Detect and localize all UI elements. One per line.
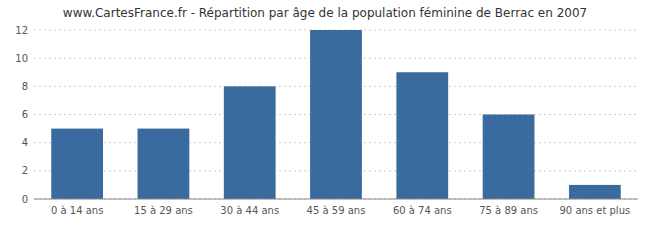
- y-tick-label: 10: [15, 53, 28, 64]
- x-tick-label: 90 ans et plus: [560, 205, 631, 216]
- chart-container: www.CartesFrance.fr - Répartition par âg…: [0, 0, 650, 229]
- x-tick-label: 75 à 89 ans: [479, 205, 538, 216]
- y-tick-label: 0: [22, 194, 28, 205]
- bar: [51, 129, 103, 199]
- x-tick-label: 30 à 44 ans: [220, 205, 279, 216]
- x-tick-label: 60 à 74 ans: [393, 205, 452, 216]
- bar: [310, 30, 362, 199]
- y-tick-label: 4: [22, 137, 28, 148]
- y-tick-label: 2: [22, 165, 28, 176]
- grid: [34, 30, 638, 199]
- bar: [224, 86, 276, 199]
- bar: [138, 129, 190, 199]
- y-tick-label: 6: [22, 109, 28, 120]
- y-tick-label: 12: [15, 25, 28, 36]
- bar: [483, 115, 535, 200]
- x-axis-line: [34, 199, 638, 200]
- x-tick-label: 15 à 29 ans: [134, 205, 193, 216]
- grid-line: [34, 199, 638, 200]
- bars: [51, 30, 620, 199]
- bar: [569, 185, 621, 199]
- y-tick-label: 8: [22, 81, 28, 92]
- bar: [396, 72, 448, 199]
- title: www.CartesFrance.fr - Répartition par âg…: [63, 6, 587, 20]
- x-tick-label: 45 à 59 ans: [307, 205, 366, 216]
- chart: www.CartesFrance.fr - Répartition par âg…: [0, 0, 650, 229]
- x-tick-label: 0 à 14 ans: [51, 205, 103, 216]
